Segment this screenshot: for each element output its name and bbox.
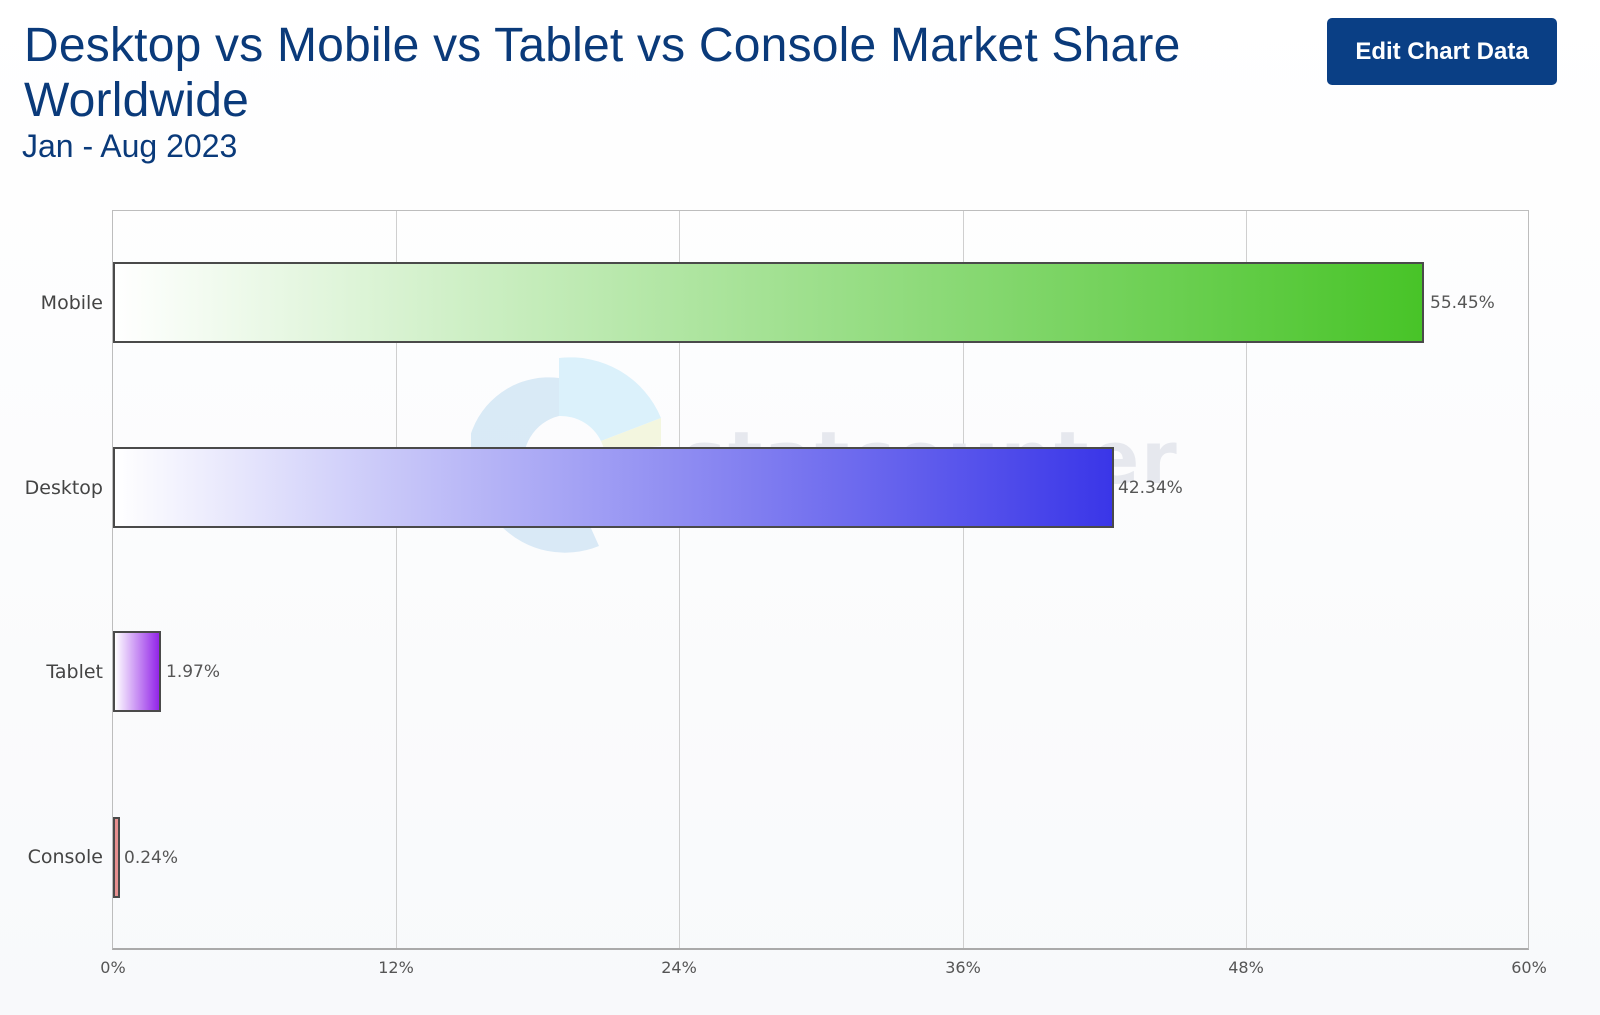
gridline-24	[679, 211, 680, 948]
bar-console[interactable]	[113, 817, 120, 898]
bar-desktop[interactable]	[113, 447, 1114, 528]
date-range-subtitle: Jan - Aug 2023	[22, 128, 238, 164]
category-label-mobile: Mobile	[40, 292, 103, 314]
edit-chart-data-button[interactable]: Edit Chart Data	[1327, 18, 1557, 85]
x-tick-36: 36%	[945, 958, 981, 977]
gridline-12	[396, 211, 397, 948]
chart-plot-area: statcounter 55.45% 42.34% 1.97% 0.24%	[112, 210, 1529, 950]
bar-mobile[interactable]	[113, 262, 1424, 343]
page-title: Desktop vs Mobile vs Tablet vs Console M…	[24, 19, 1181, 127]
x-tick-0: 0%	[100, 958, 126, 977]
category-label-tablet: Tablet	[46, 661, 103, 683]
x-tick-48: 48%	[1228, 958, 1264, 977]
gridline-36	[963, 211, 964, 948]
category-label-console: Console	[27, 846, 103, 868]
value-label-tablet: 1.97%	[166, 662, 221, 682]
value-label-mobile: 55.45%	[1430, 293, 1495, 313]
value-label-console: 0.24%	[124, 848, 179, 868]
x-tick-60: 60%	[1511, 958, 1547, 977]
value-label-desktop: 42.34%	[1118, 478, 1183, 498]
x-tick-24: 24%	[661, 958, 697, 977]
category-label-desktop: Desktop	[24, 477, 103, 499]
bar-tablet[interactable]	[113, 631, 161, 712]
x-tick-12: 12%	[378, 958, 414, 977]
gridline-48	[1246, 211, 1247, 948]
